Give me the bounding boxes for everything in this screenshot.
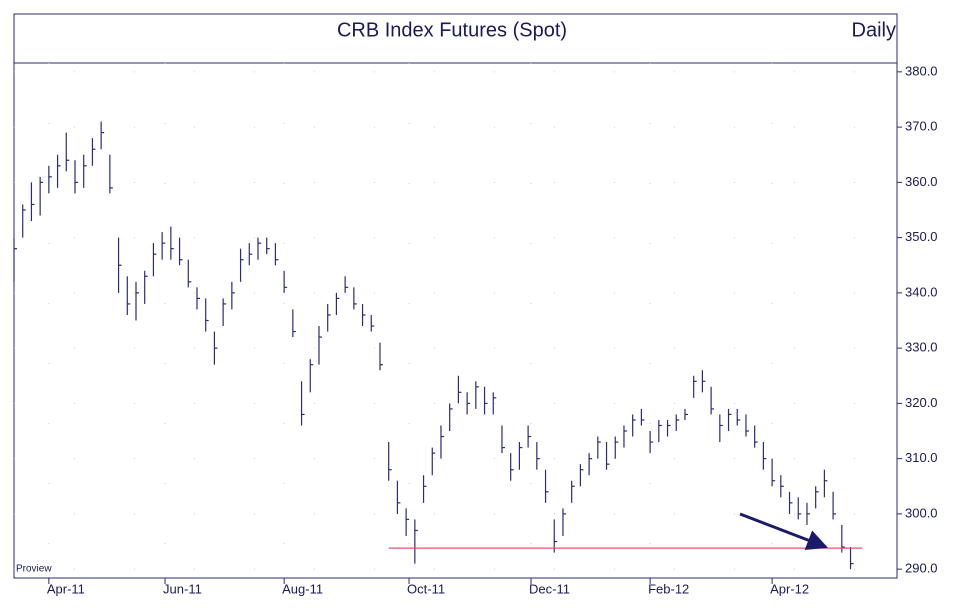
x-tick-label: Dec-11 — [529, 581, 570, 596]
y-tick-label: 340.0 — [905, 284, 938, 299]
x-tick-label: Oct-11 — [407, 581, 445, 596]
x-tick-label: Jun-11 — [163, 581, 202, 596]
x-tick-label: Apr-12 — [770, 581, 809, 596]
y-tick-label: 350.0 — [905, 229, 938, 244]
plot-area — [13, 63, 897, 578]
y-tick-label: 320.0 — [905, 395, 938, 410]
y-tick-label: 310.0 — [905, 450, 938, 465]
annotation-arrow — [739, 512, 828, 551]
chart-title: CRB Index Futures (Spot) — [337, 19, 567, 41]
y-tick-label: 330.0 — [905, 340, 938, 355]
y-tick-label: 370.0 — [905, 119, 938, 134]
y-tick-label: 360.0 — [905, 174, 938, 189]
y-tick-label: 290.0 — [905, 561, 938, 576]
x-tick-label: Apr-11 — [47, 581, 85, 596]
frame — [13, 13, 898, 579]
chart-subtitle: Daily — [852, 19, 896, 41]
x-tick-label: Aug-11 — [282, 581, 323, 596]
y-tick-label: 380.0 — [905, 63, 938, 78]
watermark: Proview — [16, 564, 52, 575]
x-tick-label: Feb-12 — [648, 581, 689, 596]
y-tick-label: 300.0 — [905, 505, 938, 520]
